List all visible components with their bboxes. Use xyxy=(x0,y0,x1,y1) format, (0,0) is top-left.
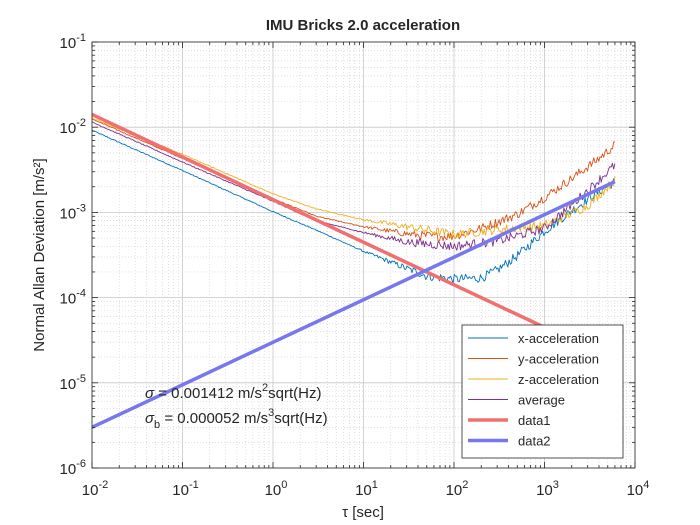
noise-annotation: σ = 0.001412 m/s2sqrt(Hz) xyxy=(145,382,322,402)
series-line-data2 xyxy=(92,179,616,429)
x-tick-label: 10-2 xyxy=(82,479,108,499)
y-tick-label: 10-3 xyxy=(60,202,86,222)
axis-ticks xyxy=(91,41,636,469)
legend-label-data2: data2 xyxy=(518,434,551,449)
chart-title: IMU Bricks 2.0 acceleration xyxy=(266,17,460,34)
legend-label-x-acceleration: x-acceleration xyxy=(518,331,599,346)
y-tick-label: 10-1 xyxy=(60,32,86,52)
noise-annotation: σb = 0.000052 m/s3sqrt(Hz) xyxy=(145,407,328,431)
legend: x-acceleration y-acceleration z-accelerati… xyxy=(461,324,624,459)
y-tick-label: 10-6 xyxy=(60,458,86,478)
x-tick-label: 103 xyxy=(536,479,559,499)
x-tick-label: 104 xyxy=(627,479,650,499)
legend-label-average: average xyxy=(518,393,565,408)
legend-label-z-acceleration: z-acceleration xyxy=(518,372,599,387)
series-line-x-acceleration xyxy=(92,129,616,284)
y-tick-label: 10-2 xyxy=(60,117,86,137)
legend-box xyxy=(461,324,624,459)
x-tick-labels: 10-2 10-1 100 101 102 103 104 xyxy=(82,479,650,499)
x-tick-label: 101 xyxy=(355,479,378,499)
x-tick-label: 10-1 xyxy=(172,479,198,499)
y-tick-label: 10-5 xyxy=(60,373,86,393)
y-tick-label: 10-4 xyxy=(60,288,86,308)
annotations: σ = 0.001412 m/s2sqrt(Hz) σb = 0.000052 m… xyxy=(145,382,328,431)
x-tick-label: 100 xyxy=(265,479,288,499)
legend-label-y-acceleration: y-acceleration xyxy=(518,352,599,367)
x-axis-label: τ [sec] xyxy=(342,504,384,521)
x-tick-label: 102 xyxy=(446,479,469,499)
y-tick-labels: 10-6 10-5 10-4 10-3 10-2 10-1 xyxy=(60,32,86,478)
y-axis-label: Normal Allan Deviation [m/s²] xyxy=(31,158,48,351)
series-line-average xyxy=(92,121,616,251)
series-line-z-acceleration xyxy=(92,117,616,239)
legend-label-data1: data1 xyxy=(518,413,551,428)
